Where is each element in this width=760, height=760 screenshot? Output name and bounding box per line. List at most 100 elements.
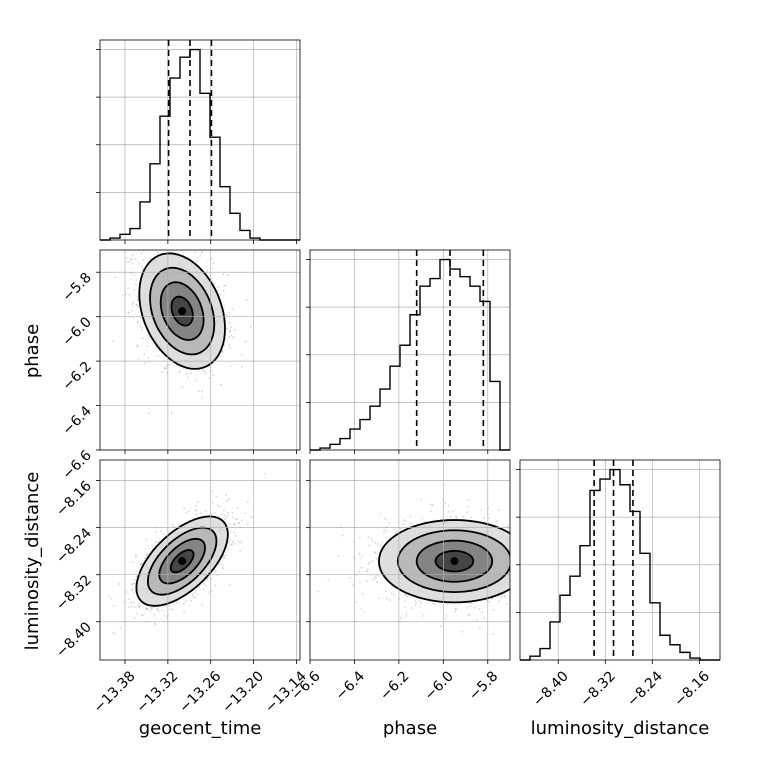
panel-hist-geocent-time <box>99 39 301 241</box>
sample-point <box>146 608 149 610</box>
sample-point <box>196 260 199 263</box>
sample-point <box>528 568 530 570</box>
sample-point <box>202 588 205 590</box>
sample-point <box>199 512 202 514</box>
sample-point <box>231 511 234 514</box>
sample-point <box>127 312 130 315</box>
panel-phase-vs-luminosity-distance <box>309 459 511 661</box>
sample-point <box>317 590 319 593</box>
sample-point <box>228 498 231 500</box>
sample-point <box>527 566 529 568</box>
sample-point <box>530 561 532 563</box>
y-tick-label-phase: −6.4 <box>59 403 94 438</box>
sample-point <box>516 561 518 563</box>
ylabel-luminosity-distance: luminosity_distance <box>22 472 43 651</box>
sample-point <box>415 602 417 604</box>
sample-point <box>531 572 533 574</box>
sample-point <box>432 519 435 521</box>
sample-point <box>540 543 542 545</box>
sample-point <box>141 614 143 617</box>
sample-point <box>135 570 138 573</box>
sample-point <box>374 577 377 579</box>
sample-point <box>217 230 219 232</box>
sample-point <box>217 286 219 288</box>
sample-point <box>231 543 234 546</box>
sample-point <box>133 606 136 608</box>
sample-point <box>127 287 130 290</box>
sample-point <box>521 563 523 565</box>
sample-point <box>524 558 526 560</box>
sample-point <box>366 570 369 572</box>
sample-point <box>212 502 215 505</box>
sample-point <box>135 303 138 306</box>
sample-point <box>227 547 229 550</box>
sample-point <box>511 564 513 566</box>
sample-point <box>146 553 149 556</box>
sample-point <box>447 510 450 513</box>
sample-point <box>512 559 514 561</box>
sample-point <box>215 495 218 498</box>
sample-point <box>138 602 141 604</box>
sample-point <box>516 631 518 633</box>
sample-point <box>349 577 351 579</box>
sample-point <box>136 298 139 300</box>
sample-point <box>360 608 363 610</box>
sample-point <box>151 544 154 547</box>
sample-point <box>170 412 173 414</box>
sample-point <box>130 601 132 604</box>
sample-point <box>201 250 204 253</box>
sample-point <box>139 325 142 328</box>
sample-point <box>373 551 376 554</box>
sample-point <box>518 573 520 575</box>
sample-point <box>249 326 252 328</box>
sample-point <box>143 362 146 365</box>
sample-point <box>233 328 236 331</box>
sample-point <box>531 585 533 587</box>
sample-point <box>145 608 148 610</box>
sample-point <box>359 581 361 584</box>
sample-point <box>131 262 133 265</box>
sample-point <box>128 311 130 314</box>
sample-point <box>136 345 139 348</box>
sample-point <box>136 246 138 248</box>
sample-point <box>512 546 514 548</box>
sample-point <box>549 584 551 586</box>
sample-point <box>187 376 190 379</box>
sample-point <box>194 251 197 254</box>
x-tick-label-geocent-time: −13.20 <box>219 668 267 716</box>
sample-point <box>157 354 160 357</box>
sample-point <box>389 599 391 601</box>
sample-point <box>172 525 175 528</box>
sample-point <box>138 605 141 607</box>
contour-line <box>396 529 510 594</box>
sample-point <box>224 555 227 557</box>
sample-point <box>518 555 520 557</box>
sample-point <box>231 307 234 310</box>
sample-point <box>237 540 240 543</box>
sample-point <box>130 605 133 608</box>
sample-point <box>200 251 203 254</box>
x-tick-label-phase: −6.4 <box>333 668 368 703</box>
sample-point <box>141 337 144 340</box>
sample-point <box>449 516 452 519</box>
sample-point <box>201 604 204 606</box>
sample-point <box>358 570 361 573</box>
sample-point <box>511 553 513 555</box>
sample-point <box>240 354 243 357</box>
sample-point <box>529 533 531 535</box>
sample-point <box>131 584 134 586</box>
sample-point <box>359 557 362 560</box>
sample-point <box>228 541 231 544</box>
sample-point <box>149 610 152 612</box>
sample-point <box>513 529 515 531</box>
sample-point <box>144 557 147 559</box>
sample-point <box>423 521 425 523</box>
sample-point <box>525 588 527 590</box>
sample-point <box>517 532 519 534</box>
sample-point <box>533 527 535 529</box>
sample-point <box>237 522 240 524</box>
sample-point <box>371 560 373 563</box>
sample-point <box>492 632 494 635</box>
sample-point <box>129 294 131 296</box>
sample-point <box>118 583 120 585</box>
